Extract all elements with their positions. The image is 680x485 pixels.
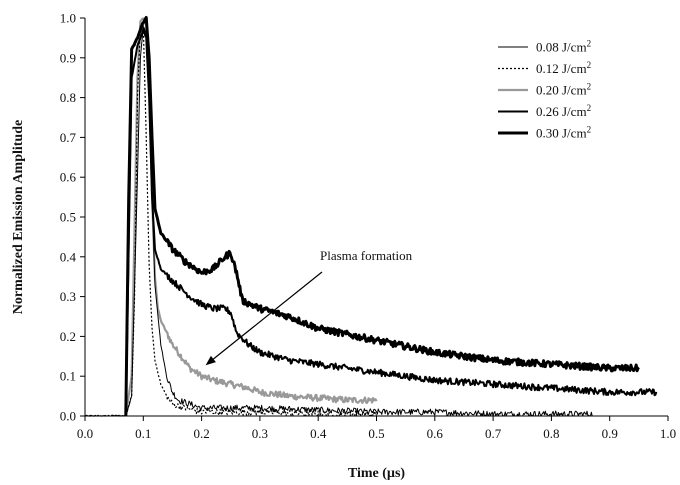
series-line — [84, 26, 593, 417]
y-axis-label: Normalized Emission Amplitude — [11, 120, 26, 314]
legend-label-base: 0.20 J/cm — [536, 83, 587, 98]
y-tick-label: 0.6 — [60, 170, 77, 185]
x-tick-label: 0.7 — [485, 426, 502, 441]
x-tick-label: 0.3 — [252, 426, 268, 441]
x-tick-label: 0.5 — [368, 426, 384, 441]
legend-label-base: 0.26 J/cm — [536, 104, 587, 119]
legend-label: 0.08 J/cm2 — [536, 39, 591, 55]
y-tick-label: 0.1 — [60, 369, 76, 384]
legend-label-base: 0.08 J/cm — [536, 40, 587, 55]
x-tick-label: 0.9 — [602, 426, 618, 441]
series-line — [124, 28, 658, 416]
y-tick-label: 0.7 — [60, 130, 77, 145]
legend-label-base: 0.12 J/cm — [536, 61, 587, 76]
legend-label-superscript: 2 — [587, 125, 592, 135]
x-tick-label: 0.6 — [427, 426, 444, 441]
series-line — [124, 17, 378, 416]
legend-label: 0.20 J/cm2 — [536, 82, 591, 98]
legend-label-superscript: 2 — [587, 39, 592, 49]
y-tick-label: 0.2 — [60, 329, 76, 344]
y-tick-label: 1.0 — [60, 11, 76, 26]
y-tick-label: 0.9 — [60, 50, 76, 65]
tick-labels: 0.0 0.1 0.2 0.3 0.4 0.5 0.6 0.7 0.8 0.9 1.0 0.0 0.1 0… — [60, 11, 676, 442]
legend-label-superscript: 2 — [587, 103, 592, 113]
series-line — [124, 16, 640, 416]
axes — [80, 17, 669, 421]
legend-label: 0.12 J/cm2 — [536, 60, 591, 76]
y-tick-label: 0.0 — [60, 409, 76, 424]
x-tick-label: 0.2 — [193, 426, 209, 441]
annotation-arrow — [213, 271, 323, 360]
y-tick-label: 0.8 — [60, 90, 76, 105]
legend-label: 0.30 J/cm2 — [536, 125, 591, 141]
x-tick-label: 0.0 — [77, 426, 93, 441]
annotation-arrowhead — [205, 355, 216, 366]
y-tick-label: 0.4 — [60, 249, 77, 264]
x-tick-label: 0.8 — [543, 426, 559, 441]
series-line — [84, 24, 377, 417]
x-tick-label: 0.1 — [135, 426, 151, 441]
y-tick-label: 0.5 — [60, 210, 76, 225]
legend-label-base: 0.30 J/cm — [536, 126, 587, 141]
x-tick-label: 1.0 — [660, 426, 676, 441]
legend-label-superscript: 2 — [587, 60, 592, 70]
legend-label: 0.26 J/cm2 — [536, 103, 591, 119]
y-tick-label: 0.3 — [60, 289, 76, 304]
annotation: Plasma formation — [205, 248, 413, 366]
annotation-label: Plasma formation — [320, 248, 413, 263]
x-tick-label: 0.4 — [310, 426, 327, 441]
x-axis-label: Time (µs) — [348, 466, 406, 481]
legend-label-superscript: 2 — [587, 82, 592, 92]
plot-lines — [84, 16, 658, 417]
